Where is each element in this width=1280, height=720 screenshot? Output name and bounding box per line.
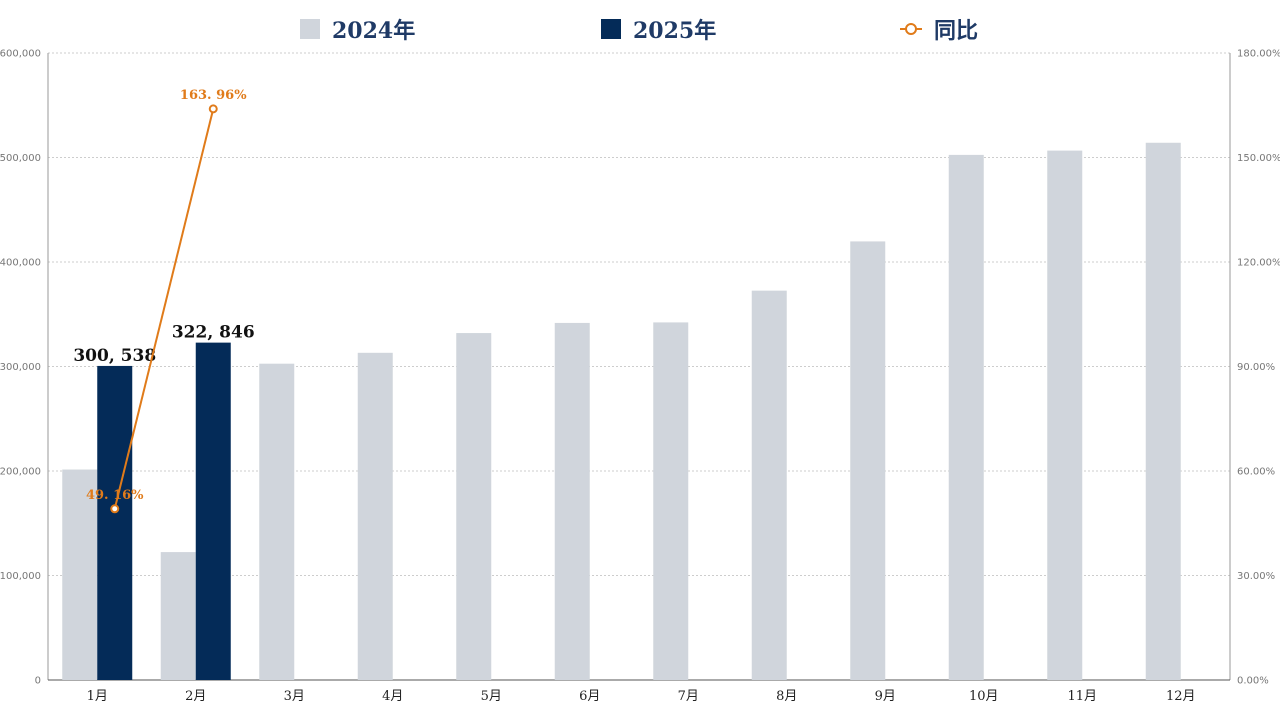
bar-2024 [653, 322, 689, 680]
yoy-line [113, 108, 215, 509]
x-tick-label: 7月 [678, 689, 699, 704]
chart-legend: 2024年 2025年 同比 [0, 12, 1280, 46]
y2-tick-label: 120.00% [1237, 258, 1280, 269]
bar-2024 [357, 352, 393, 680]
y-tick-label: 300,000 [0, 362, 41, 373]
bar-2024 [1047, 150, 1083, 680]
y-tick-label: 100,000 [0, 571, 41, 582]
y2-tick-label: 180.00% [1237, 49, 1280, 60]
x-tick-label: 3月 [284, 689, 305, 704]
x-tick-label: 9月 [875, 689, 896, 704]
legend-marker-yoy [900, 19, 922, 39]
y2-tick-label: 150.00% [1237, 153, 1280, 164]
bar-value-label: 300, 538 [73, 346, 156, 366]
yoy-value-label: 163. 96% [180, 88, 247, 103]
y2-tick-label: 60.00% [1237, 467, 1275, 478]
y-tick-label: 500,000 [0, 153, 41, 164]
bar-2024 [456, 333, 492, 680]
yoy-value-label: 49. 16% [86, 488, 144, 503]
legend-item-2025: 2025年 [601, 12, 716, 46]
yoy-point [208, 104, 218, 114]
x-tick-label: 5月 [481, 689, 502, 704]
x-tick-label: 4月 [382, 689, 403, 704]
bar-2024 [1145, 142, 1181, 680]
legend-swatch-2025 [601, 19, 621, 39]
y2-tick-label: 0.00% [1237, 676, 1269, 687]
legend-item-2024: 2024年 [300, 12, 415, 46]
y2-tick-label: 90.00% [1237, 362, 1275, 373]
bar-2025 [97, 365, 133, 680]
legend-label-2025: 2025年 [633, 18, 717, 44]
legend-label-2024: 2024年 [332, 18, 416, 44]
bar-2024 [160, 552, 196, 680]
x-tick-label: 11月 [1067, 689, 1097, 704]
bar-value-label: 322, 846 [172, 323, 255, 343]
x-tick-label: 10月 [969, 689, 999, 704]
x-tick-label: 8月 [776, 689, 797, 704]
legend-item-yoy: 同比 [900, 12, 978, 46]
x-tick-label: 6月 [579, 689, 600, 704]
y2-tick-label: 30.00% [1237, 571, 1275, 582]
bar-2024 [62, 469, 98, 680]
bar-2024 [751, 290, 787, 680]
y-tick-label: 600,000 [0, 49, 41, 60]
x-tick-label: 2月 [185, 689, 206, 704]
y-tick-label: 0 [35, 676, 41, 687]
bar-2024 [948, 154, 984, 680]
x-tick-label: 1月 [87, 689, 108, 704]
bar-2024 [554, 322, 590, 680]
legend-swatch-2024 [300, 19, 320, 39]
yoy-point [110, 504, 120, 514]
y-tick-label: 200,000 [0, 467, 41, 478]
bar-2025 [195, 342, 231, 680]
bar-2024 [259, 363, 295, 680]
legend-label-yoy: 同比 [934, 18, 979, 44]
y-tick-label: 400,000 [0, 258, 41, 269]
x-tick-label: 12月 [1166, 689, 1196, 704]
bar-2024 [850, 241, 886, 680]
